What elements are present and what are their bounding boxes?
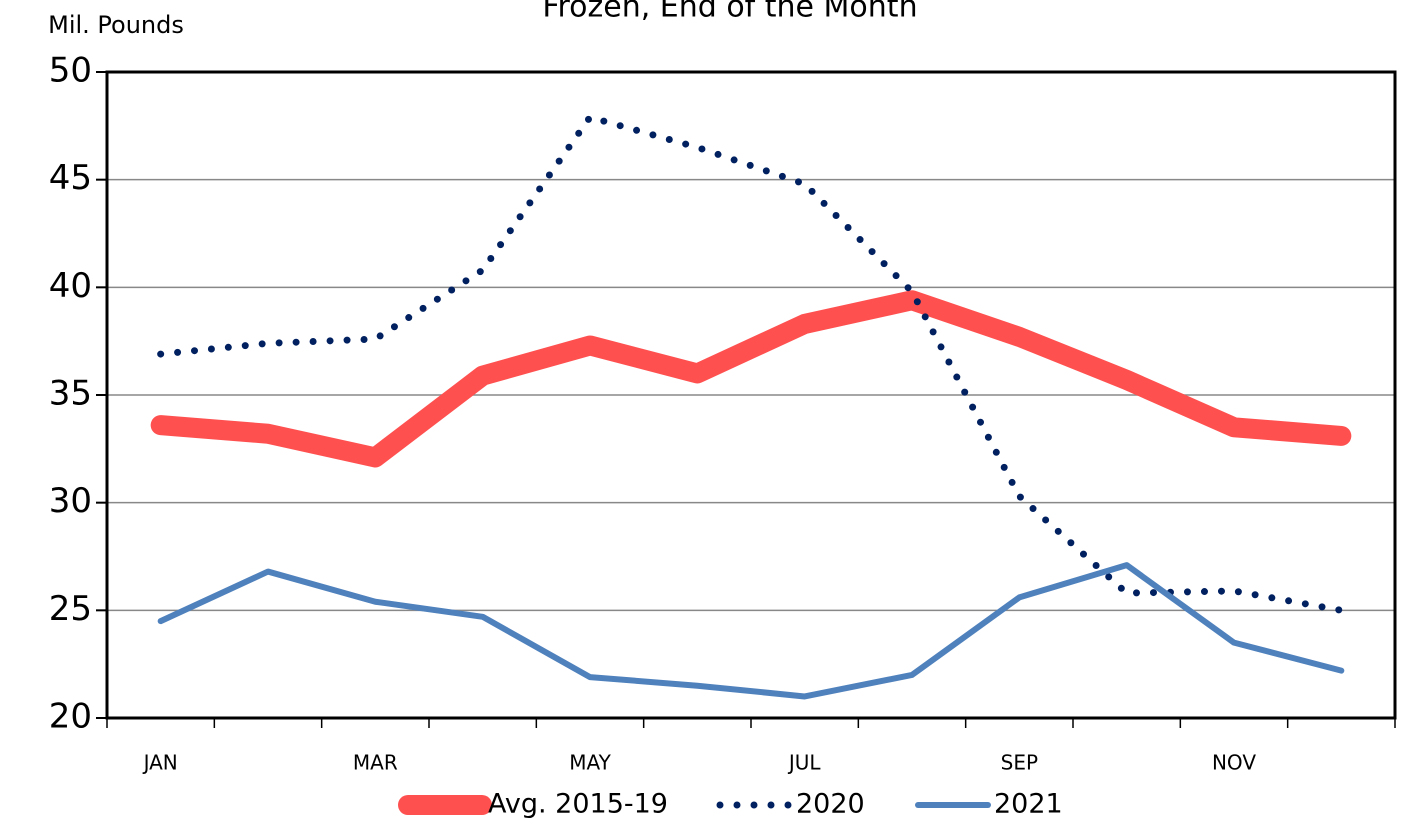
x-tick-label: NOV [1212,751,1256,775]
y-tick-label: 25 [49,589,92,629]
y-tick-label: 45 [49,158,92,198]
x-tick-label: JUL [787,751,822,775]
series-line [157,113,1345,614]
series-line [150,290,1352,468]
y-tick-label: 20 [49,697,92,737]
x-tick-label: JAN [142,751,178,775]
y-tick-label: 40 [49,266,92,306]
y-tick-label: 35 [49,374,92,414]
y-tick-label: 50 [49,51,92,91]
legend-label: Avg. 2015-19 [488,789,668,820]
x-tick-label: MAY [569,751,611,775]
chart-title: Frozen, End of the Month [542,0,917,25]
legend-label: 2020 [796,789,865,820]
plot-frame [105,70,1397,720]
y-tick-label: 30 [49,481,92,521]
x-tick-label: SEP [1001,751,1038,775]
x-tick-label: MAR [353,751,398,775]
series-line [157,562,1345,700]
legend-label: 2021 [994,789,1063,820]
y-axis-label: Mil. Pounds [48,11,184,39]
